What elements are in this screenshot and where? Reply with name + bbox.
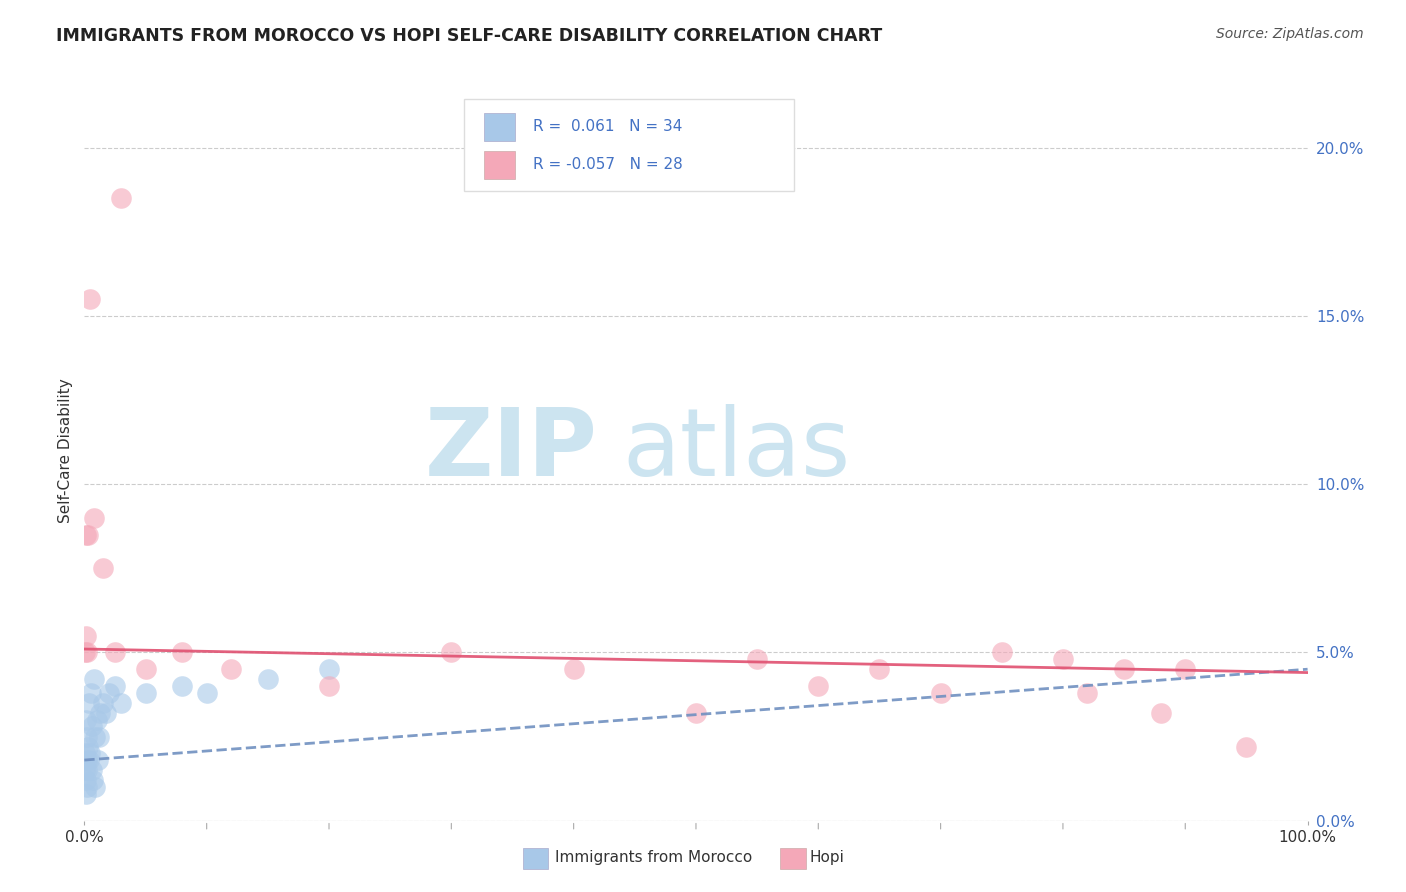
Point xyxy=(77,753,100,767)
Point xyxy=(1114,662,1136,676)
Point xyxy=(1076,686,1098,700)
Point xyxy=(96,706,118,720)
Point xyxy=(91,696,114,710)
Point xyxy=(83,730,105,744)
Point xyxy=(87,753,110,767)
Point xyxy=(86,713,108,727)
FancyBboxPatch shape xyxy=(464,99,794,191)
Point xyxy=(172,679,194,693)
Point xyxy=(77,696,100,710)
Text: R = -0.057   N = 28: R = -0.057 N = 28 xyxy=(533,157,683,172)
Point xyxy=(82,719,104,733)
Point xyxy=(76,763,98,777)
Point xyxy=(87,730,110,744)
Point xyxy=(1150,706,1173,720)
Point xyxy=(75,773,97,788)
Point xyxy=(195,686,218,700)
Point xyxy=(79,292,101,306)
Point xyxy=(73,763,96,777)
Point xyxy=(97,686,120,700)
Point xyxy=(91,561,114,575)
Text: Source: ZipAtlas.com: Source: ZipAtlas.com xyxy=(1216,27,1364,41)
Point xyxy=(83,673,105,687)
Point xyxy=(562,662,585,676)
Point xyxy=(929,686,952,700)
Text: IMMIGRANTS FROM MOROCCO VS HOPI SELF-CARE DISABILITY CORRELATION CHART: IMMIGRANTS FROM MOROCCO VS HOPI SELF-CAR… xyxy=(56,27,883,45)
Point xyxy=(440,645,463,659)
FancyBboxPatch shape xyxy=(484,112,515,141)
Point xyxy=(75,527,97,541)
Text: ZIP: ZIP xyxy=(425,404,598,497)
Text: R =  0.061   N = 34: R = 0.061 N = 34 xyxy=(533,119,683,134)
Text: Hopi: Hopi xyxy=(810,850,845,864)
FancyBboxPatch shape xyxy=(484,151,515,179)
Point xyxy=(79,747,101,761)
Point xyxy=(76,730,98,744)
Y-axis label: Self-Care Disability: Self-Care Disability xyxy=(58,378,73,523)
Point xyxy=(991,645,1014,659)
Point xyxy=(135,662,157,676)
Point xyxy=(110,191,132,205)
Point xyxy=(76,780,98,794)
Point xyxy=(110,696,132,710)
Point xyxy=(82,773,104,788)
Point xyxy=(318,662,340,676)
Point xyxy=(76,645,98,659)
Point xyxy=(76,753,98,767)
Point xyxy=(84,780,107,794)
Point xyxy=(80,686,103,700)
Point xyxy=(1236,739,1258,754)
Point xyxy=(1052,652,1074,666)
Point xyxy=(747,652,769,666)
Point xyxy=(685,706,707,720)
Point xyxy=(257,673,280,687)
Point xyxy=(80,763,103,777)
Point xyxy=(77,527,100,541)
Point xyxy=(75,787,97,801)
Point xyxy=(869,662,891,676)
Point xyxy=(135,686,157,700)
Point xyxy=(83,510,105,524)
Point xyxy=(75,713,97,727)
Point xyxy=(104,645,127,659)
Text: atlas: atlas xyxy=(623,404,851,497)
Point xyxy=(77,739,100,754)
Point xyxy=(318,679,340,693)
Point xyxy=(1174,662,1197,676)
Point xyxy=(172,645,194,659)
Point xyxy=(89,706,111,720)
Text: Immigrants from Morocco: Immigrants from Morocco xyxy=(555,850,752,864)
Point xyxy=(807,679,830,693)
Point xyxy=(73,645,96,659)
Point xyxy=(75,747,97,761)
Point xyxy=(104,679,127,693)
Point xyxy=(75,628,97,642)
Point xyxy=(219,662,242,676)
